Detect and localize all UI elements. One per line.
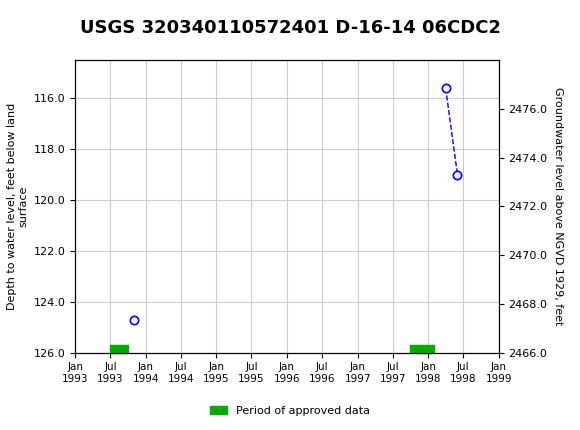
Bar [110, 345, 128, 353]
Legend: Period of approved data: Period of approved data [206, 401, 374, 420]
Y-axis label: Depth to water level, feet below land
surface: Depth to water level, feet below land su… [6, 103, 28, 310]
Bar [411, 345, 434, 353]
Text: ≡USGS: ≡USGS [3, 9, 79, 28]
Y-axis label: Groundwater level above NGVD 1929, feet: Groundwater level above NGVD 1929, feet [553, 87, 563, 326]
Text: USGS 320340110572401 D-16-14 06CDC2: USGS 320340110572401 D-16-14 06CDC2 [79, 19, 501, 37]
